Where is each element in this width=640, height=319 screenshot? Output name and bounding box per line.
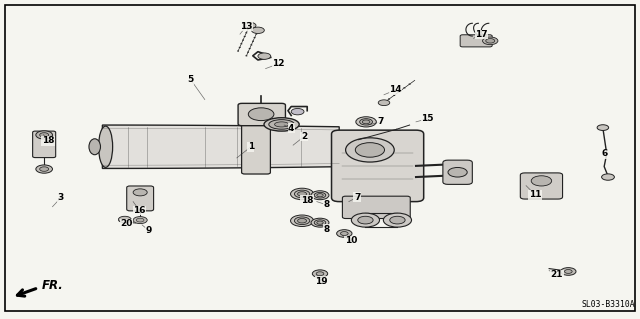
FancyBboxPatch shape <box>342 196 410 219</box>
Ellipse shape <box>264 118 300 131</box>
Text: 4: 4 <box>288 124 294 133</box>
Circle shape <box>351 213 380 227</box>
Circle shape <box>360 119 372 125</box>
Circle shape <box>252 27 264 33</box>
Circle shape <box>486 39 495 43</box>
Circle shape <box>356 117 376 127</box>
Text: 9: 9 <box>145 226 152 235</box>
Text: 14: 14 <box>389 85 402 94</box>
Circle shape <box>317 194 323 197</box>
Circle shape <box>291 215 314 226</box>
Circle shape <box>312 270 328 278</box>
Circle shape <box>243 22 256 29</box>
Text: 6: 6 <box>602 149 608 158</box>
Text: 11: 11 <box>529 190 541 199</box>
Ellipse shape <box>99 126 113 167</box>
Text: 8: 8 <box>323 225 330 234</box>
Text: 7: 7 <box>354 193 360 202</box>
FancyBboxPatch shape <box>520 173 563 199</box>
Circle shape <box>337 230 352 237</box>
Circle shape <box>602 174 614 180</box>
Text: 8: 8 <box>323 200 330 209</box>
Circle shape <box>390 216 405 224</box>
Circle shape <box>248 108 274 121</box>
Circle shape <box>258 53 271 59</box>
Text: 20: 20 <box>120 219 133 228</box>
Text: 1: 1 <box>248 142 254 151</box>
Text: FR.: FR. <box>42 279 63 292</box>
Circle shape <box>298 192 307 196</box>
Text: 19: 19 <box>315 277 328 286</box>
Text: SL03-B3310A: SL03-B3310A <box>581 300 635 309</box>
Text: 21: 21 <box>550 271 563 279</box>
Ellipse shape <box>269 120 294 129</box>
Text: 15: 15 <box>421 114 434 123</box>
FancyBboxPatch shape <box>242 119 270 174</box>
Circle shape <box>378 100 390 106</box>
Text: 18: 18 <box>301 196 314 205</box>
Circle shape <box>40 167 49 171</box>
Circle shape <box>564 270 572 273</box>
Circle shape <box>294 217 310 225</box>
Circle shape <box>311 218 329 227</box>
Ellipse shape <box>89 139 100 155</box>
Circle shape <box>291 108 304 115</box>
Text: 2: 2 <box>301 132 307 141</box>
Text: 18: 18 <box>42 137 54 145</box>
FancyBboxPatch shape <box>238 103 285 126</box>
Text: 12: 12 <box>272 59 285 68</box>
Circle shape <box>340 232 348 235</box>
Text: 10: 10 <box>344 236 357 245</box>
Circle shape <box>483 37 498 45</box>
Circle shape <box>383 213 412 227</box>
Circle shape <box>136 218 144 222</box>
Text: 5: 5 <box>188 75 194 84</box>
FancyBboxPatch shape <box>443 160 472 184</box>
Circle shape <box>133 217 147 224</box>
Circle shape <box>311 191 329 200</box>
Circle shape <box>133 189 147 196</box>
Circle shape <box>362 120 370 124</box>
FancyBboxPatch shape <box>332 130 424 202</box>
Circle shape <box>448 167 467 177</box>
Circle shape <box>317 221 323 224</box>
Text: 13: 13 <box>240 22 253 31</box>
Circle shape <box>314 220 326 226</box>
Text: 3: 3 <box>58 193 64 202</box>
Text: 17: 17 <box>475 30 488 39</box>
FancyBboxPatch shape <box>460 35 492 47</box>
Text: 7: 7 <box>378 117 384 126</box>
Circle shape <box>118 216 131 223</box>
Circle shape <box>346 138 394 162</box>
PathPatch shape <box>102 125 339 168</box>
Circle shape <box>36 165 52 173</box>
Circle shape <box>291 188 314 200</box>
Circle shape <box>358 216 373 224</box>
Circle shape <box>40 133 49 137</box>
Circle shape <box>294 190 310 198</box>
Text: 16: 16 <box>133 206 146 215</box>
FancyBboxPatch shape <box>127 186 154 211</box>
Ellipse shape <box>275 122 289 127</box>
Circle shape <box>314 192 326 198</box>
Circle shape <box>597 125 609 130</box>
Circle shape <box>561 268 576 275</box>
Circle shape <box>316 272 324 276</box>
Circle shape <box>298 219 307 223</box>
FancyBboxPatch shape <box>33 131 56 158</box>
Circle shape <box>36 131 52 139</box>
Circle shape <box>531 176 552 186</box>
Circle shape <box>355 143 385 157</box>
